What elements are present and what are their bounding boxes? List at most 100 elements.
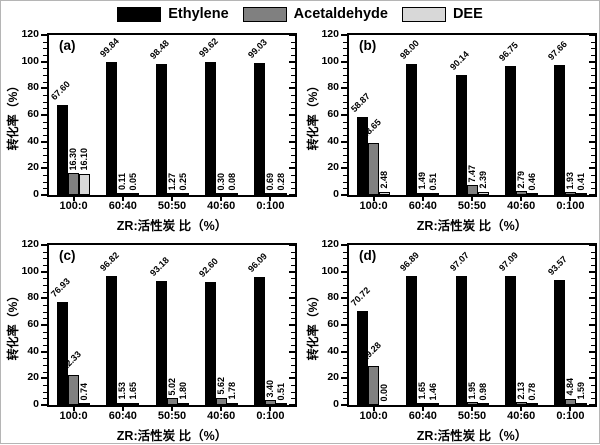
- y-minor-tick: [343, 75, 347, 76]
- legend-label: DEE: [452, 5, 483, 22]
- y-minor-tick: [343, 251, 347, 253]
- y-minor-tick-right: [591, 68, 595, 70]
- bar-value-label: 99.84: [98, 35, 122, 59]
- x-tick-mark: [269, 197, 272, 201]
- y-minor-tick: [43, 75, 47, 76]
- subplot-b: 转化率（%） 58.87 38.65 2.48 98.00 1.49 0.51 90.14 7…: [301, 25, 600, 235]
- y-minor-tick: [43, 155, 47, 156]
- y-minor-tick: [43, 135, 47, 136]
- y-minor-tick: [43, 161, 47, 163]
- y-minor-tick: [343, 155, 347, 156]
- y-tick-mark: [41, 270, 47, 273]
- y-minor-tick: [43, 385, 47, 386]
- bar-dee: [477, 403, 489, 405]
- y-tick-label: 20: [27, 161, 39, 174]
- y-minor-tick-right: [291, 338, 295, 340]
- bar-ethylene: [406, 64, 418, 195]
- y-minor-tick: [43, 108, 47, 110]
- bar-value-label: 2.39: [477, 171, 488, 189]
- bar-acetaldehyde: [264, 193, 276, 195]
- bar-dee: [275, 193, 287, 195]
- bar-acetaldehyde: [215, 397, 227, 405]
- y-minor-tick: [343, 305, 347, 306]
- y-minor-tick: [343, 161, 347, 163]
- y-minor-tick-right: [291, 278, 295, 280]
- y-minor-tick: [43, 358, 47, 360]
- bar-value-label: 1.53: [117, 382, 128, 400]
- y-tick-label: 80: [327, 291, 339, 304]
- bar-dee: [177, 193, 189, 195]
- bar-dee: [526, 403, 538, 405]
- bar-acetaldehyde: [264, 400, 276, 405]
- y-minor-tick-right: [591, 181, 595, 183]
- bar-value-label: 4.84: [564, 378, 575, 396]
- y-minor-tick-right: [591, 101, 595, 103]
- y-minor-tick: [343, 385, 347, 386]
- y-tick-mark: [341, 324, 347, 326]
- dee-swatch: [401, 6, 446, 22]
- y-minor-tick: [43, 338, 47, 340]
- y-tick-mark: [341, 404, 347, 406]
- x-tick-mark: [220, 197, 223, 201]
- y-tick-mark: [341, 167, 347, 170]
- y-minor-tick-right: [291, 331, 295, 333]
- y-minor-tick-right: [591, 175, 595, 176]
- bar-value-label: 1.95: [466, 381, 477, 400]
- y-minor-tick: [343, 371, 347, 373]
- y-minor-tick-right: [591, 291, 595, 293]
- plot-inner: 67.60 16.30 16.10 99.84 0.11 0.05 98.48 1.27 0.2…: [49, 34, 295, 196]
- x-tick-label: 0:100: [556, 410, 585, 422]
- x-tick-mark: [220, 407, 223, 411]
- y-tick-mark-right: [589, 140, 595, 143]
- bar-dee: [226, 193, 238, 195]
- y-minor-tick: [343, 181, 347, 183]
- y-tick-mark-right: [589, 297, 595, 300]
- bar-value-label: 0.00: [379, 384, 390, 402]
- y-minor-tick-right: [591, 188, 595, 190]
- y-minor-tick: [43, 311, 47, 313]
- bar-value-label: 1.46: [428, 382, 439, 401]
- y-tick-label: 20: [27, 371, 39, 384]
- x-tick-label: 100:0: [359, 410, 388, 422]
- y-tick-mark-right: [289, 404, 295, 406]
- y-minor-tick-right: [291, 385, 295, 386]
- x-axis-label: ZR:活性炭 比（%）: [116, 429, 228, 443]
- y-minor-tick: [43, 175, 47, 176]
- y-minor-tick: [343, 291, 347, 293]
- y-tick-mark-right: [589, 324, 595, 326]
- x-tick-mark: [471, 407, 473, 411]
- bar-value-label: 2.48: [379, 171, 390, 189]
- y-tick-mark-right: [589, 377, 595, 380]
- y-minor-tick-right: [591, 128, 595, 130]
- bar-value-label: 16.10: [79, 148, 90, 171]
- y-minor-tick-right: [591, 48, 595, 50]
- y-minor-tick: [343, 331, 347, 333]
- y-minor-tick: [43, 278, 47, 280]
- y-minor-tick: [43, 305, 47, 306]
- y-minor-tick: [343, 285, 347, 286]
- y-minor-tick-right: [591, 398, 595, 400]
- y-minor-tick: [43, 48, 47, 50]
- bar-acetaldehyde: [515, 402, 527, 405]
- bar-value-label: 96.89: [398, 249, 422, 273]
- y-tick-label: 0: [33, 398, 39, 410]
- y-tick-mark: [41, 297, 47, 300]
- y-minor-tick: [343, 108, 347, 110]
- y-minor-tick-right: [291, 391, 295, 393]
- y-minor-tick-right: [591, 95, 595, 96]
- y-minor-tick-right: [591, 75, 595, 76]
- y-minor-tick-right: [291, 365, 295, 366]
- bar-dee: [275, 403, 287, 405]
- y-minor-tick: [343, 95, 347, 96]
- y-tick-label: 0: [333, 188, 339, 200]
- y-minor-tick-right: [291, 128, 295, 130]
- bar-value-label: 98.48: [147, 37, 171, 61]
- bar-value-label: 0.11: [117, 173, 128, 191]
- y-minor-tick-right: [591, 161, 595, 163]
- plot-inner: 70.72 29.28 0.00 96.89 1.65 1.46 97.07 1.95 0.98…: [349, 244, 595, 406]
- bar-value-label: 90.14: [447, 48, 471, 72]
- y-minor-tick: [43, 318, 47, 320]
- bar-value-label: 2.79: [515, 170, 526, 189]
- bar-dee: [575, 402, 587, 405]
